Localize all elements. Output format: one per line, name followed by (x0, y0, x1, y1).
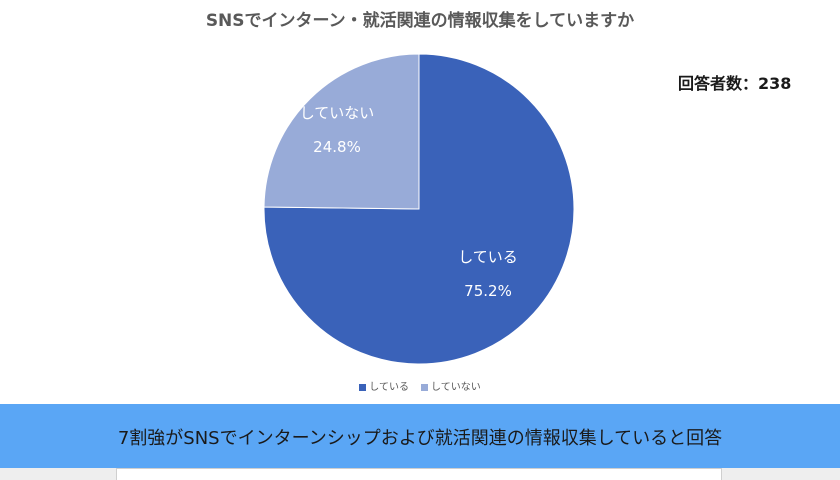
content-panel-edge (116, 468, 722, 480)
legend-entry-2: していない (421, 378, 481, 393)
slice-value-label-2: 24.8% (313, 138, 361, 156)
slice-value-label-1: 75.2% (464, 282, 512, 300)
pie-chart: している 75.2% していない 24.8% (263, 53, 575, 365)
slice-category-label-2: していない (300, 104, 375, 122)
respondent-count-label: 回答者数 (678, 74, 758, 93)
legend-entry-1: している (359, 378, 409, 393)
slice-category-label-1: している (458, 248, 518, 266)
summary-banner: 7割強がSNSでインターンシップおよび就活関連の情報収集していると回答 (0, 404, 840, 468)
legend-swatch-1 (359, 383, 367, 391)
legend-swatch-2 (421, 383, 428, 391)
chart-title: SNSでインターン・就活関連の情報収集をしていますか (205, 11, 635, 31)
pie-slice-2 (263, 53, 420, 210)
legend-label-2: していない (431, 382, 481, 393)
respondent-count-value: 238 (758, 74, 792, 93)
pie-slice-1 (263, 53, 575, 365)
respondent-count: 回答者数238 (678, 70, 791, 94)
chart-legend: している していない (0, 378, 840, 393)
summary-banner-text: 7割強がSNSでインターンシップおよび就活関連の情報収集していると回答 (117, 428, 723, 449)
legend-label-1: している (369, 382, 409, 393)
